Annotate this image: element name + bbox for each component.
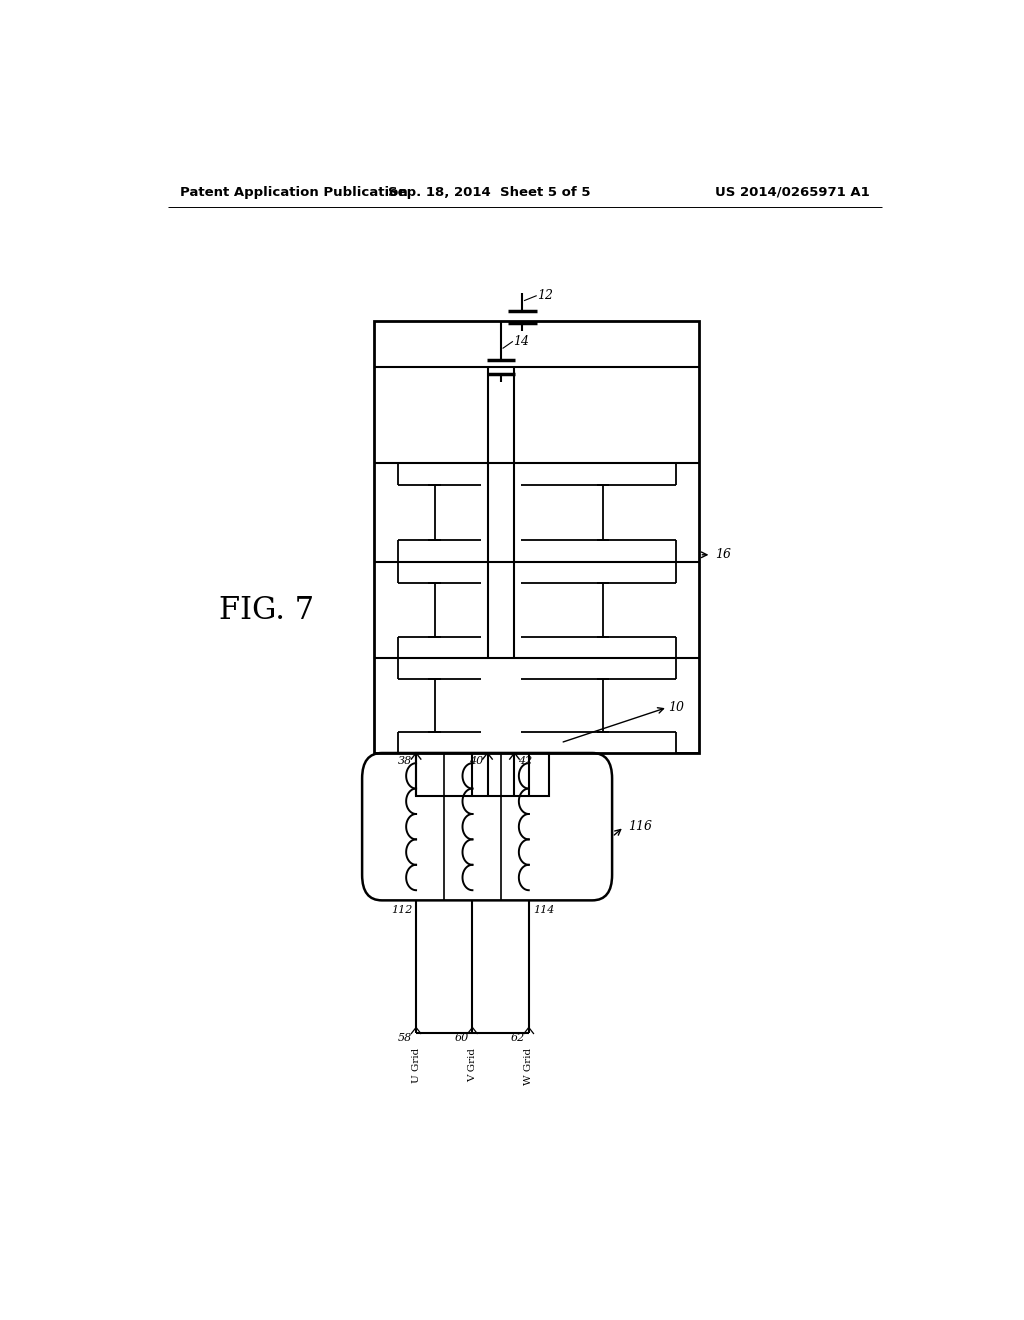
Text: U Grid: U Grid (412, 1048, 421, 1082)
Text: 62: 62 (511, 1032, 524, 1043)
Text: W Grid: W Grid (524, 1048, 534, 1085)
Text: 114: 114 (532, 906, 554, 916)
Text: 58: 58 (398, 1032, 412, 1043)
Text: 42: 42 (518, 756, 532, 766)
Text: FIG. 7: FIG. 7 (219, 595, 314, 626)
Text: 10: 10 (668, 701, 684, 714)
Text: 16: 16 (715, 548, 731, 561)
Text: US 2014/0265971 A1: US 2014/0265971 A1 (716, 186, 870, 199)
Text: Sep. 18, 2014  Sheet 5 of 5: Sep. 18, 2014 Sheet 5 of 5 (388, 186, 591, 199)
Text: V Grid: V Grid (468, 1048, 477, 1082)
Text: 116: 116 (628, 820, 652, 833)
Text: 112: 112 (391, 906, 412, 916)
Text: 60: 60 (455, 1032, 468, 1043)
Text: 40: 40 (469, 756, 483, 766)
Text: 38: 38 (398, 756, 412, 766)
Text: 12: 12 (537, 289, 553, 302)
Text: 14: 14 (513, 335, 528, 348)
Text: Patent Application Publication: Patent Application Publication (179, 186, 408, 199)
Bar (416, 752, 549, 796)
Bar (374, 321, 699, 752)
